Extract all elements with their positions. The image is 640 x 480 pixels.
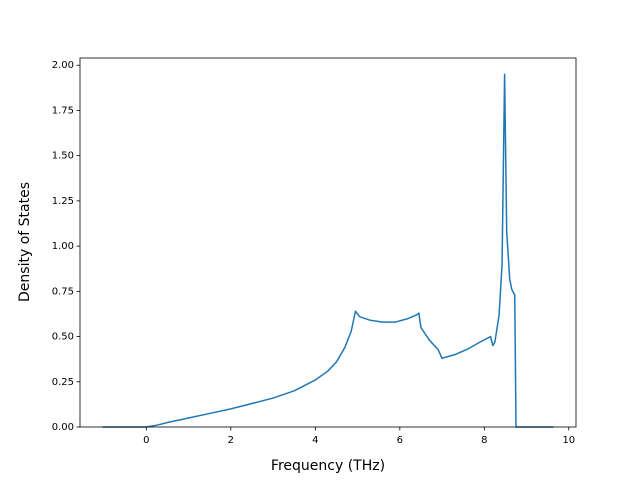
x-tick-label: 0 — [143, 435, 149, 446]
x-axis-label: Frequency (THz) — [271, 458, 385, 474]
y-tick-label: 1.00 — [52, 241, 74, 252]
y-tick-label: 0.00 — [52, 422, 74, 433]
y-tick-label: 2.00 — [52, 60, 74, 71]
y-axis-label: Density of States — [17, 182, 33, 302]
y-tick-label: 0.50 — [52, 332, 74, 343]
y-tick-label: 1.25 — [52, 196, 74, 207]
x-tick-label: 2 — [228, 435, 234, 446]
x-tick-label: 4 — [312, 435, 318, 446]
y-tick-label: 1.50 — [52, 151, 74, 162]
x-tick-label: 8 — [481, 435, 487, 446]
y-tick-label: 1.75 — [52, 105, 74, 116]
y-tick-label: 0.25 — [52, 377, 74, 388]
y-tick-label: 0.75 — [52, 286, 74, 297]
x-tick-label: 10 — [562, 435, 575, 446]
x-tick-label: 6 — [397, 435, 403, 446]
plot-frame — [79, 57, 577, 428]
line — [102, 73, 554, 428]
